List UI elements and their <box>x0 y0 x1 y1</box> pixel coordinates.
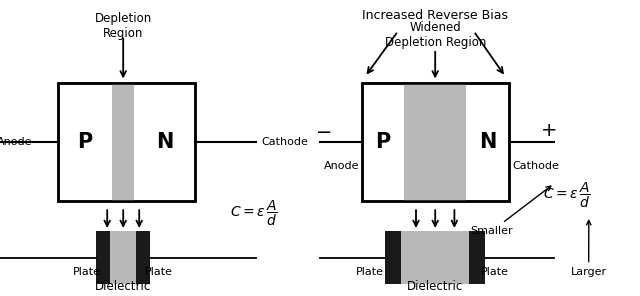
Bar <box>112 83 134 201</box>
Bar <box>58 83 195 201</box>
Text: Increased Reverse Bias: Increased Reverse Bias <box>362 9 508 22</box>
Bar <box>385 231 401 284</box>
Text: Dielectric: Dielectric <box>95 280 151 293</box>
Bar <box>110 231 136 284</box>
Text: Plate: Plate <box>72 267 100 277</box>
Text: P: P <box>77 132 92 152</box>
Text: Smaller: Smaller <box>470 186 551 236</box>
Bar <box>362 83 509 201</box>
Text: Dielectric: Dielectric <box>407 280 463 293</box>
Text: P: P <box>375 132 390 152</box>
Bar <box>136 231 150 284</box>
Text: Larger: Larger <box>571 221 607 277</box>
Bar <box>469 231 485 284</box>
Text: Anode: Anode <box>324 161 359 171</box>
Text: $C = \varepsilon\,\dfrac{A}{d}$: $C = \varepsilon\,\dfrac{A}{d}$ <box>230 198 278 228</box>
Text: $-$: $-$ <box>315 121 332 140</box>
Text: Anode: Anode <box>0 137 32 147</box>
Text: Cathode: Cathode <box>261 137 308 147</box>
Text: Depletion
Region: Depletion Region <box>95 12 152 40</box>
Text: Plate: Plate <box>481 267 509 277</box>
Text: N: N <box>156 132 174 152</box>
Text: Widened
Depletion Region: Widened Depletion Region <box>385 21 486 49</box>
Bar <box>401 231 469 284</box>
Bar <box>58 83 195 201</box>
Text: Cathode: Cathode <box>512 161 559 171</box>
Text: $+$: $+$ <box>540 121 557 140</box>
Bar <box>404 83 466 201</box>
Text: Plate: Plate <box>356 267 384 277</box>
Bar <box>96 231 110 284</box>
Text: Plate: Plate <box>145 267 173 277</box>
Text: $C = \varepsilon\,\dfrac{A}{d}$: $C = \varepsilon\,\dfrac{A}{d}$ <box>543 181 591 210</box>
Bar <box>362 83 509 201</box>
Text: N: N <box>479 132 497 152</box>
